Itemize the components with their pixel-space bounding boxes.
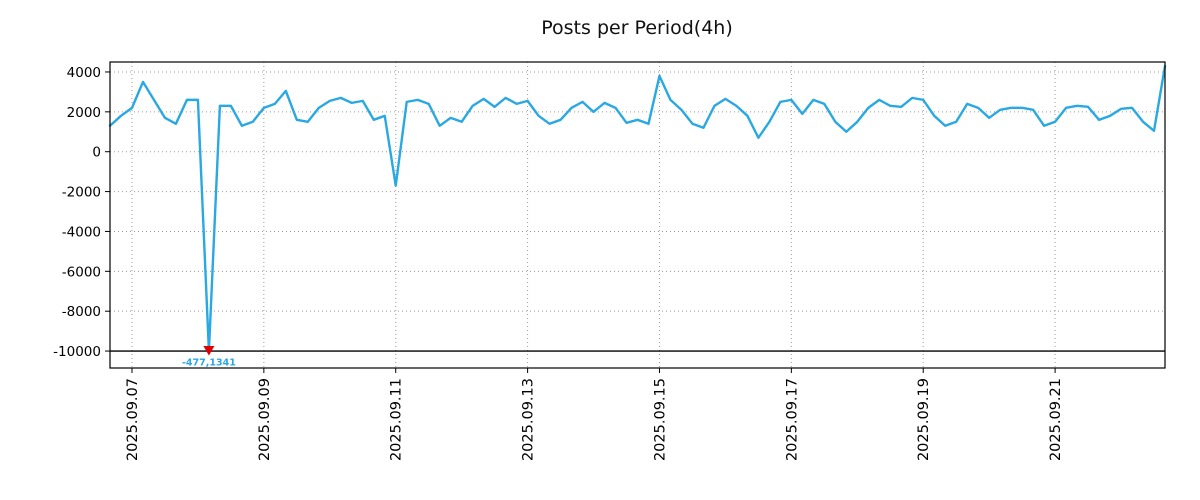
x-tick-label: 2025.09.11: [389, 378, 405, 461]
x-tick-label: 2025.09.15: [652, 378, 668, 461]
y-tick-label: -4000: [62, 224, 101, 240]
axes-box: [109, 61, 1166, 369]
y-tick-label: -8000: [62, 304, 101, 320]
grid-layer: [110, 62, 1165, 368]
x-tick-label: 2025.09.07: [125, 378, 141, 461]
spike-annotation: -477,1341: [182, 358, 236, 369]
series-layer: [108, 64, 1167, 353]
x-tick-label: 2025.09.09: [257, 378, 273, 461]
y-tick-label: 4000: [67, 65, 101, 81]
x-tick-label: 2025.09.13: [521, 378, 537, 461]
y-tick-label: 0: [92, 145, 101, 161]
y-tick-label: -6000: [62, 264, 101, 280]
y-tick-label: -2000: [62, 185, 101, 201]
annotation-layer: -477,1341: [182, 346, 236, 369]
y-tick-label: -10000: [53, 344, 101, 360]
x-tick-label: 2025.09.17: [784, 378, 800, 461]
chart-title: Posts per Period(4h): [541, 17, 733, 39]
axes-layer: 4000 2000 0 -2000 -4000 -6000 -8000 -10000 2025.…: [53, 61, 1166, 461]
y-tick-label: 2000: [67, 105, 101, 121]
spike-marker-icon: [203, 346, 215, 356]
x-tick-label: 2025.09.21: [1048, 378, 1064, 461]
series-line: [108, 64, 1167, 353]
x-tick-label: 2025.09.19: [916, 378, 932, 461]
